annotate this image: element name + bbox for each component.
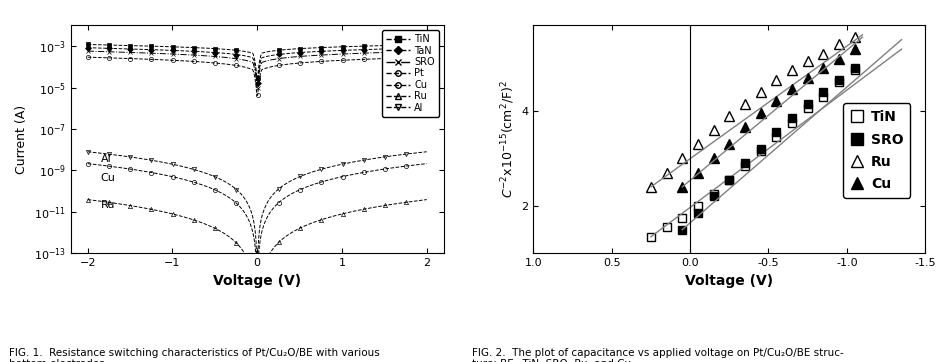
Text: FIG. 1.  Resistance switching characteristics of Pt/Cu₂O/BE with various
bottom : FIG. 1. Resistance switching characteris… <box>9 348 380 362</box>
Text: Ru: Ru <box>100 200 115 210</box>
Legend: TiN, SRO, Ru, Cu: TiN, SRO, Ru, Cu <box>843 103 910 198</box>
X-axis label: Voltage (V): Voltage (V) <box>685 274 773 288</box>
X-axis label: Voltage (V): Voltage (V) <box>213 274 301 288</box>
Text: Cu: Cu <box>100 173 115 183</box>
Text: FIG. 2.  The plot of capacitance vs applied voltage on Pt/Cu₂O/BE struc-
ture; B: FIG. 2. The plot of capacitance vs appli… <box>472 348 844 362</box>
Y-axis label: $C^{-2}$x10$^{-15}$(cm$^2$/F)$^2$: $C^{-2}$x10$^{-15}$(cm$^2$/F)$^2$ <box>499 80 517 198</box>
Y-axis label: Current (A): Current (A) <box>15 105 28 174</box>
Legend: TiN, TaN, SRO, Pt, Cu, Ru, Al: TiN, TaN, SRO, Pt, Cu, Ru, Al <box>382 30 439 117</box>
Text: Al: Al <box>100 154 111 164</box>
